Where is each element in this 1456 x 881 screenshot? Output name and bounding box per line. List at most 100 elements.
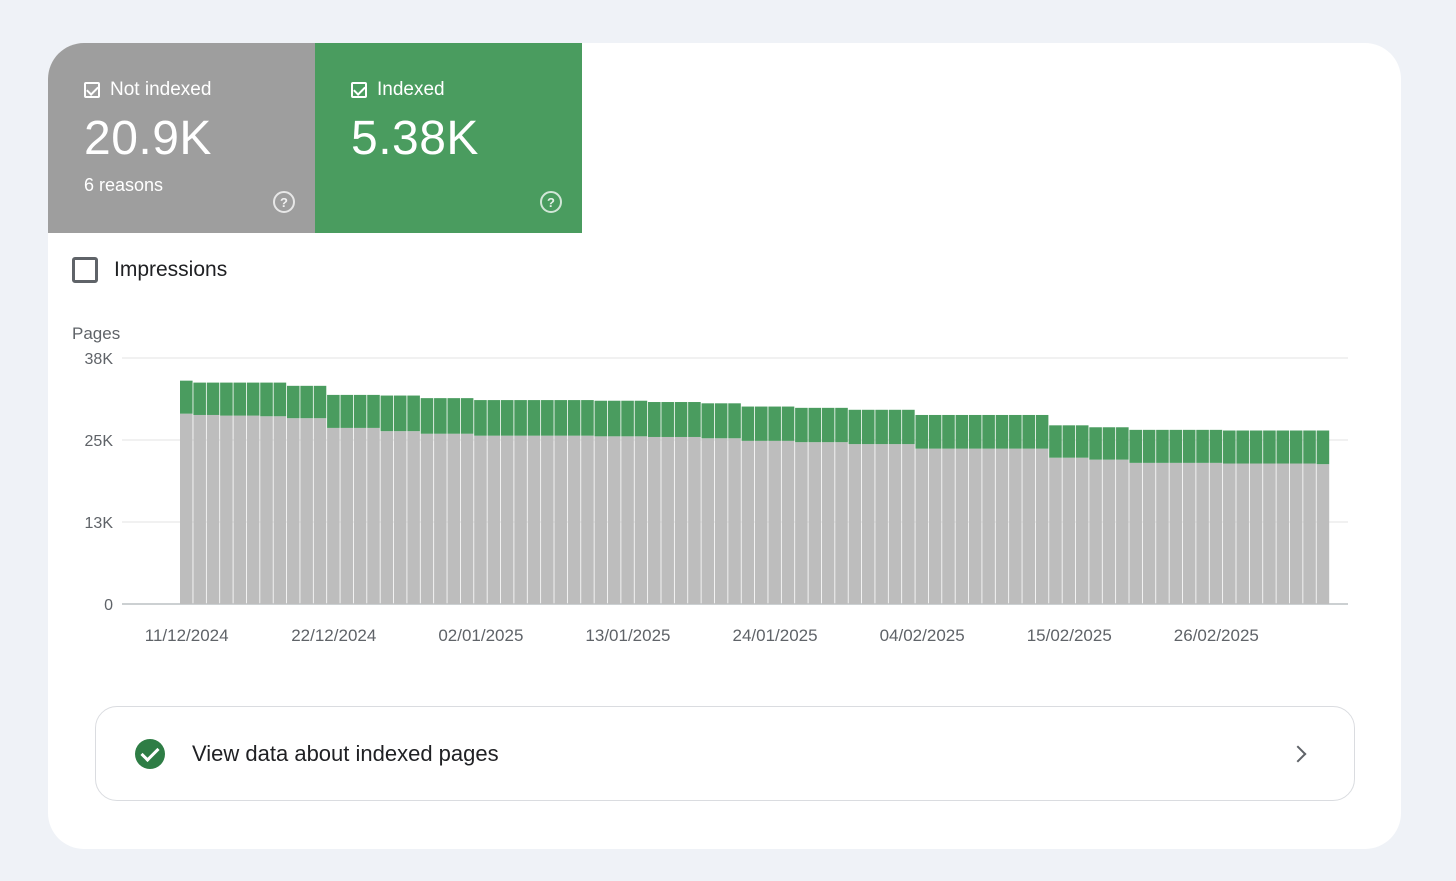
not-indexed-label: Not indexed <box>110 79 212 100</box>
bar-not-indexed <box>420 433 434 604</box>
bar-indexed <box>607 400 621 437</box>
bar-not-indexed <box>273 416 287 604</box>
bar-indexed <box>995 414 1009 449</box>
bar-indexed <box>1142 429 1156 463</box>
not-indexed-header: Not indexed <box>84 79 315 101</box>
bar-not-indexed <box>474 435 487 604</box>
help-icon[interactable]: ? <box>273 191 295 213</box>
y-tick-label: 38K <box>85 351 114 368</box>
bar-indexed <box>781 406 795 441</box>
bar-indexed <box>327 394 340 428</box>
bar-not-indexed <box>1303 463 1316 604</box>
bar-not-indexed <box>741 440 755 604</box>
bar-not-indexed <box>1169 462 1183 604</box>
bar-not-indexed <box>1196 462 1209 604</box>
bar-not-indexed <box>447 433 461 604</box>
help-icon[interactable]: ? <box>540 191 562 213</box>
x-tick-label: 13/01/2025 <box>585 626 670 645</box>
bar-not-indexed <box>1102 459 1116 604</box>
chevron-right-icon <box>1289 745 1307 762</box>
bar-not-indexed <box>1236 463 1249 604</box>
bar-not-indexed <box>995 448 1009 604</box>
bar-not-indexed <box>808 442 822 604</box>
checkbox-unchecked-icon[interactable] <box>72 257 98 283</box>
x-tick-label: 15/02/2025 <box>1027 626 1112 645</box>
bar-indexed <box>393 395 407 432</box>
not-indexed-tile[interactable]: Not indexed 20.9K 6 reasons ? <box>48 43 315 233</box>
bar-indexed <box>1116 427 1129 460</box>
bar-indexed <box>407 395 420 432</box>
bar-not-indexed <box>1276 463 1290 604</box>
bar-indexed <box>821 407 835 443</box>
bar-indexed <box>634 400 648 437</box>
bar-not-indexed <box>795 442 808 604</box>
bar-not-indexed <box>487 435 501 604</box>
bar-indexed <box>621 400 634 437</box>
y-tick-label: 0 <box>104 597 113 614</box>
bar-not-indexed <box>1089 459 1102 604</box>
bar-indexed <box>567 400 581 436</box>
x-tick-label: 11/12/2024 <box>145 626 229 645</box>
bar-indexed <box>648 402 661 437</box>
bar-indexed <box>1196 429 1209 463</box>
bar-not-indexed <box>353 427 367 604</box>
bar-indexed <box>367 394 380 428</box>
bar-indexed <box>220 382 233 416</box>
bar-indexed <box>741 406 755 441</box>
bar-not-indexed <box>233 415 247 604</box>
bar-indexed <box>180 380 193 414</box>
not-indexed-reasons: 6 reasons <box>84 175 164 195</box>
x-tick-label: 02/01/2025 <box>438 626 523 645</box>
bar-not-indexed <box>968 448 982 604</box>
bar-not-indexed <box>567 435 581 604</box>
bar-not-indexed <box>848 444 862 604</box>
bar-indexed <box>353 394 367 428</box>
bar-indexed <box>875 409 888 445</box>
bar-indexed <box>380 395 394 432</box>
bar-indexed <box>313 385 327 419</box>
view-indexed-pages-label: View data about indexed pages <box>192 740 499 766</box>
checkbox-checked-icon[interactable] <box>351 82 367 98</box>
bar-not-indexed <box>460 433 474 604</box>
bar-not-indexed <box>1156 462 1169 604</box>
bar-not-indexed <box>607 436 621 604</box>
bar-not-indexed <box>246 415 260 604</box>
view-indexed-pages-row[interactable]: View data about indexed pages <box>95 706 1355 801</box>
bar-indexed <box>1022 414 1036 449</box>
bar-not-indexed <box>621 436 634 604</box>
bar-indexed <box>286 385 300 419</box>
checkbox-checked-icon[interactable] <box>84 82 100 98</box>
bar-indexed <box>728 403 741 439</box>
not-indexed-count: 20.9K <box>84 112 212 165</box>
bar-indexed <box>661 402 674 437</box>
bar-not-indexed <box>393 431 407 604</box>
bar-indexed <box>1075 425 1089 458</box>
bar-not-indexed <box>500 435 514 604</box>
bar-indexed <box>955 414 969 449</box>
bar-not-indexed <box>313 418 327 604</box>
bar-indexed <box>888 409 902 445</box>
bar-not-indexed <box>1116 459 1129 604</box>
x-tick-label: 22/12/2024 <box>291 626 376 645</box>
y-tick-label: 25K <box>85 433 114 450</box>
bar-indexed <box>755 406 768 441</box>
bar-not-indexed <box>1049 457 1062 604</box>
bar-indexed <box>300 385 313 419</box>
bar-not-indexed <box>180 413 193 604</box>
bar-not-indexed <box>928 448 942 604</box>
bar-not-indexed <box>982 448 995 604</box>
bar-not-indexed <box>648 436 661 604</box>
bar-indexed <box>474 400 487 436</box>
impressions-toggle[interactable]: Impressions <box>72 257 227 283</box>
bar-indexed <box>581 400 594 436</box>
bar-not-indexed <box>755 440 768 604</box>
bar-not-indexed <box>955 448 969 604</box>
bar-not-indexed <box>902 444 915 604</box>
bar-indexed <box>1049 425 1062 458</box>
bar-indexed <box>808 407 822 443</box>
indexed-tile[interactable]: Indexed 5.38K ? <box>315 43 582 233</box>
bar-indexed <box>915 414 929 449</box>
bar-not-indexed <box>942 448 955 604</box>
bar-indexed <box>1102 427 1116 460</box>
bar-not-indexed <box>714 438 728 604</box>
